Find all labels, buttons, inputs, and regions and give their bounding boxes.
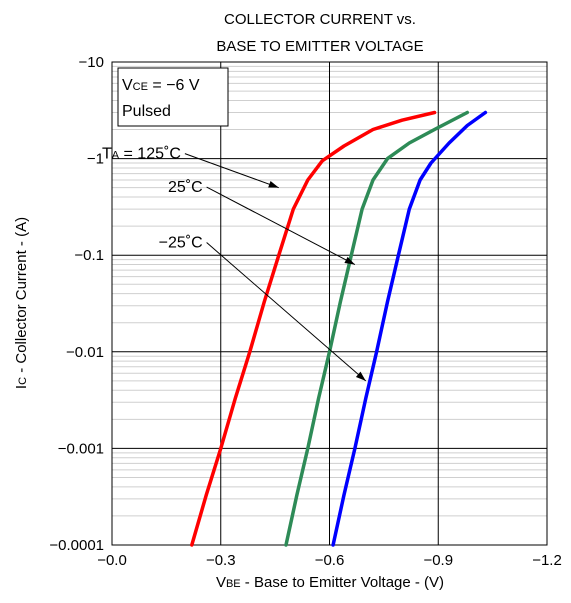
series-line-2	[331, 110, 488, 547]
condition-vce: VCE = −6 V	[122, 77, 200, 94]
y-tick-label: −0.1	[74, 247, 104, 264]
leader-line-0	[184, 153, 279, 189]
series-label-2: −25˚C	[159, 235, 203, 252]
leaders	[184, 153, 367, 382]
series-label-1: 25˚C	[168, 179, 203, 196]
y-tick-label: −0.01	[66, 344, 104, 361]
chart-title-line-1: COLLECTOR CURRENT vs.	[224, 11, 416, 28]
curves	[190, 110, 488, 547]
series-line-0	[190, 110, 437, 547]
y-tick-label: −10	[79, 54, 104, 71]
leader-line-2	[206, 242, 367, 382]
condition-pulsed: Pulsed	[122, 103, 171, 120]
leader-line-1	[206, 186, 356, 266]
series-line-1	[284, 110, 470, 547]
x-tick-label: −1.2	[532, 552, 562, 569]
y-tick-label: −0.0001	[49, 537, 104, 554]
series-labels: TA = 125˚C 25˚C −25˚C	[102, 146, 203, 252]
grid	[111, 61, 548, 546]
y-tick-label: −0.001	[58, 440, 104, 457]
leader-arrowhead-1	[344, 256, 355, 265]
x-tick-label: −0.9	[423, 552, 453, 569]
leader-arrowhead-0	[268, 180, 279, 188]
conditions-box: VCE = −6 V Pulsed	[117, 67, 229, 127]
y-tick-label: −1	[87, 151, 104, 168]
x-tick-label: −0.0	[97, 552, 127, 569]
leader-arrowhead-2	[355, 371, 366, 381]
plot-frame	[111, 61, 548, 546]
x-tick-label: −0.6	[315, 552, 345, 569]
tick-labels: −10 −1 −0.1 −0.01 −0.001 −0.0001−0.0 −0.3 −0.6 −…	[49, 54, 561, 569]
chart-title-line-2: BASE TO EMITTER VOLTAGE	[216, 38, 423, 55]
series-label-0: TA = 125˚C	[102, 146, 181, 163]
x-tick-label: −0.3	[206, 552, 236, 569]
x-axis-label: VBE - Base to Emitter Voltage - (V)	[216, 574, 444, 591]
y-axis-label: IC - Collector Current - (A)	[13, 217, 30, 389]
conditions-frame	[117, 67, 229, 127]
